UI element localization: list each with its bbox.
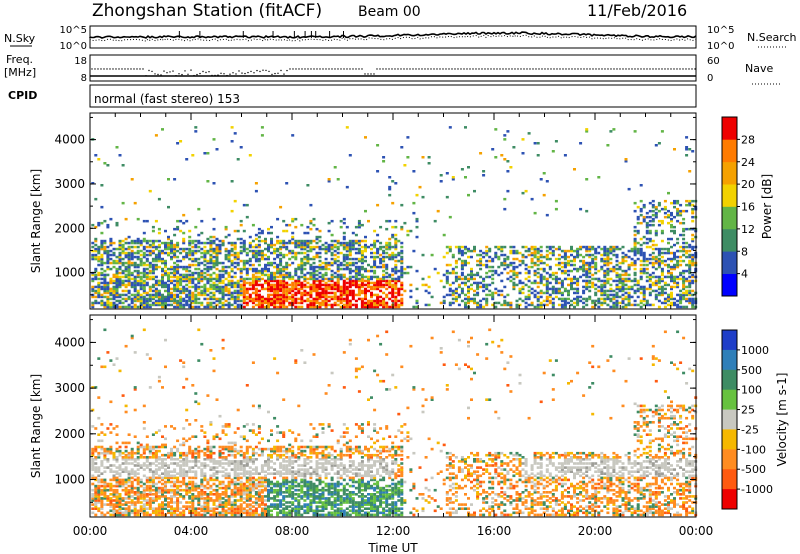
colorbar-tick-label: 20 [741,178,755,191]
x-tick-label: 12:00 [376,524,411,538]
velocity-ylabel: Slant Range [km] [29,374,43,478]
colorbar-tick-label: -25 [741,423,759,436]
y-tick-label: 2000 [54,221,85,235]
velocity-cells [91,328,698,517]
colorbar-segment [722,228,737,252]
y-tick-label: 3000 [54,381,85,395]
y-tick-label: 1000 [54,266,85,280]
colorbar-tick-label: 28 [741,133,755,146]
nave-trace [91,68,696,77]
x-tick-label: 16:00 [477,524,512,538]
nsky-right-tick-bottom: 10^0 [707,41,734,52]
colorbar-tick-label: 4 [741,268,748,281]
colorbar-tick-label: 100 [741,384,762,397]
colorbar-segment [722,429,737,450]
x-tick-label: 04:00 [174,524,209,538]
velocity-panel: 1000 2000 3000 4000 Slant Range [km] 1000 500 1… [29,314,789,518]
colorbar-segment [722,161,737,185]
y-tick-label: 3000 [54,177,85,191]
velocity-colorbar-label: Velocity [m s-1] [775,373,789,467]
nsearch-label: N.Search [747,31,797,44]
cpid-text: normal (fast stereo) 153 [94,92,240,106]
colorbar-segment [722,449,737,470]
power-ylabel: Slant Range [km] [29,169,43,273]
velocity-colorbar [721,329,738,510]
colorbar-segment [722,389,737,410]
freq-left-tick-bottom: 8 [81,73,87,84]
colorbar-tick-label: 16 [741,201,755,214]
freq-unit-label: [MHz] [4,66,36,79]
x-tick-label: 00:00 [679,524,714,538]
freq-right-tick-bottom: 0 [707,73,713,84]
freq-right-tick-top: 60 [707,56,720,67]
colorbar-segment [722,469,737,490]
y-tick-label: 1000 [54,473,85,487]
station-title: Zhongshan Station (fitACF) [92,1,322,21]
power-colorbar-label: Power [dB] [760,174,774,239]
power-cells [91,126,698,309]
colorbar-segment [722,409,737,430]
colorbar-segment [722,369,737,390]
freq-traces [90,68,696,77]
x-tick-label: 00:00 [73,524,108,538]
colorbar-segment [722,206,737,230]
colorbar-tick-label: -1000 [741,483,773,496]
freq-label: Freq. [6,53,33,66]
freq-panel [89,54,697,82]
y-tick-label: 2000 [54,427,85,441]
colorbar-segment [722,489,737,510]
time-axis-labels: 00:00 04:00 08:00 12:00 16:00 20:00 00:00 [73,524,714,538]
nsky-right-tick-top: 10^5 [707,25,734,36]
y-tick-label: 4000 [54,335,85,349]
cpid-panel [89,84,697,108]
nsky-left-tick-bottom: 10^0 [60,41,87,52]
nsky-label: N.Sky [4,32,36,45]
colorbar-segment [722,184,737,207]
nsky-left-tick-top: 10^5 [60,25,87,36]
colorbar-segment [722,349,737,371]
nsky-traces [89,31,697,42]
colorbar-segment [722,330,737,351]
colorbar-tick-label: 1000 [741,344,769,357]
beam-label: Beam 00 [358,4,421,20]
colorbar-segment [722,117,737,140]
colorbar-segment [722,251,737,274]
colorbar-tick-label: 500 [741,364,762,377]
power-panel: 1000 2000 3000 4000 Slant Range [km] 4 8 12 16 20… [29,112,774,310]
colorbar-tick-label: -100 [741,443,766,456]
nsearch-trace [89,34,697,42]
nave-label: Nave [745,62,773,75]
colorbar-tick-label: 12 [741,223,755,236]
colorbar-tick-label: 24 [741,156,755,169]
x-tick-label: 08:00 [275,524,310,538]
nsky-trace [89,31,697,39]
colorbar-segment [722,139,737,163]
freq-left-tick-top: 18 [74,56,87,67]
cpid-label: CPID [8,89,37,102]
date-label: 11/Feb/2016 [587,1,687,20]
colorbar-segment [722,273,737,297]
x-tick-label: 20:00 [578,524,613,538]
x-axis-title: Time UT [367,541,418,554]
colorbar-tick-label: 25 [741,404,755,417]
colorbar-tick-label: 8 [741,245,748,258]
y-tick-label: 4000 [54,133,85,147]
colorbar-tick-label: -500 [741,463,766,476]
